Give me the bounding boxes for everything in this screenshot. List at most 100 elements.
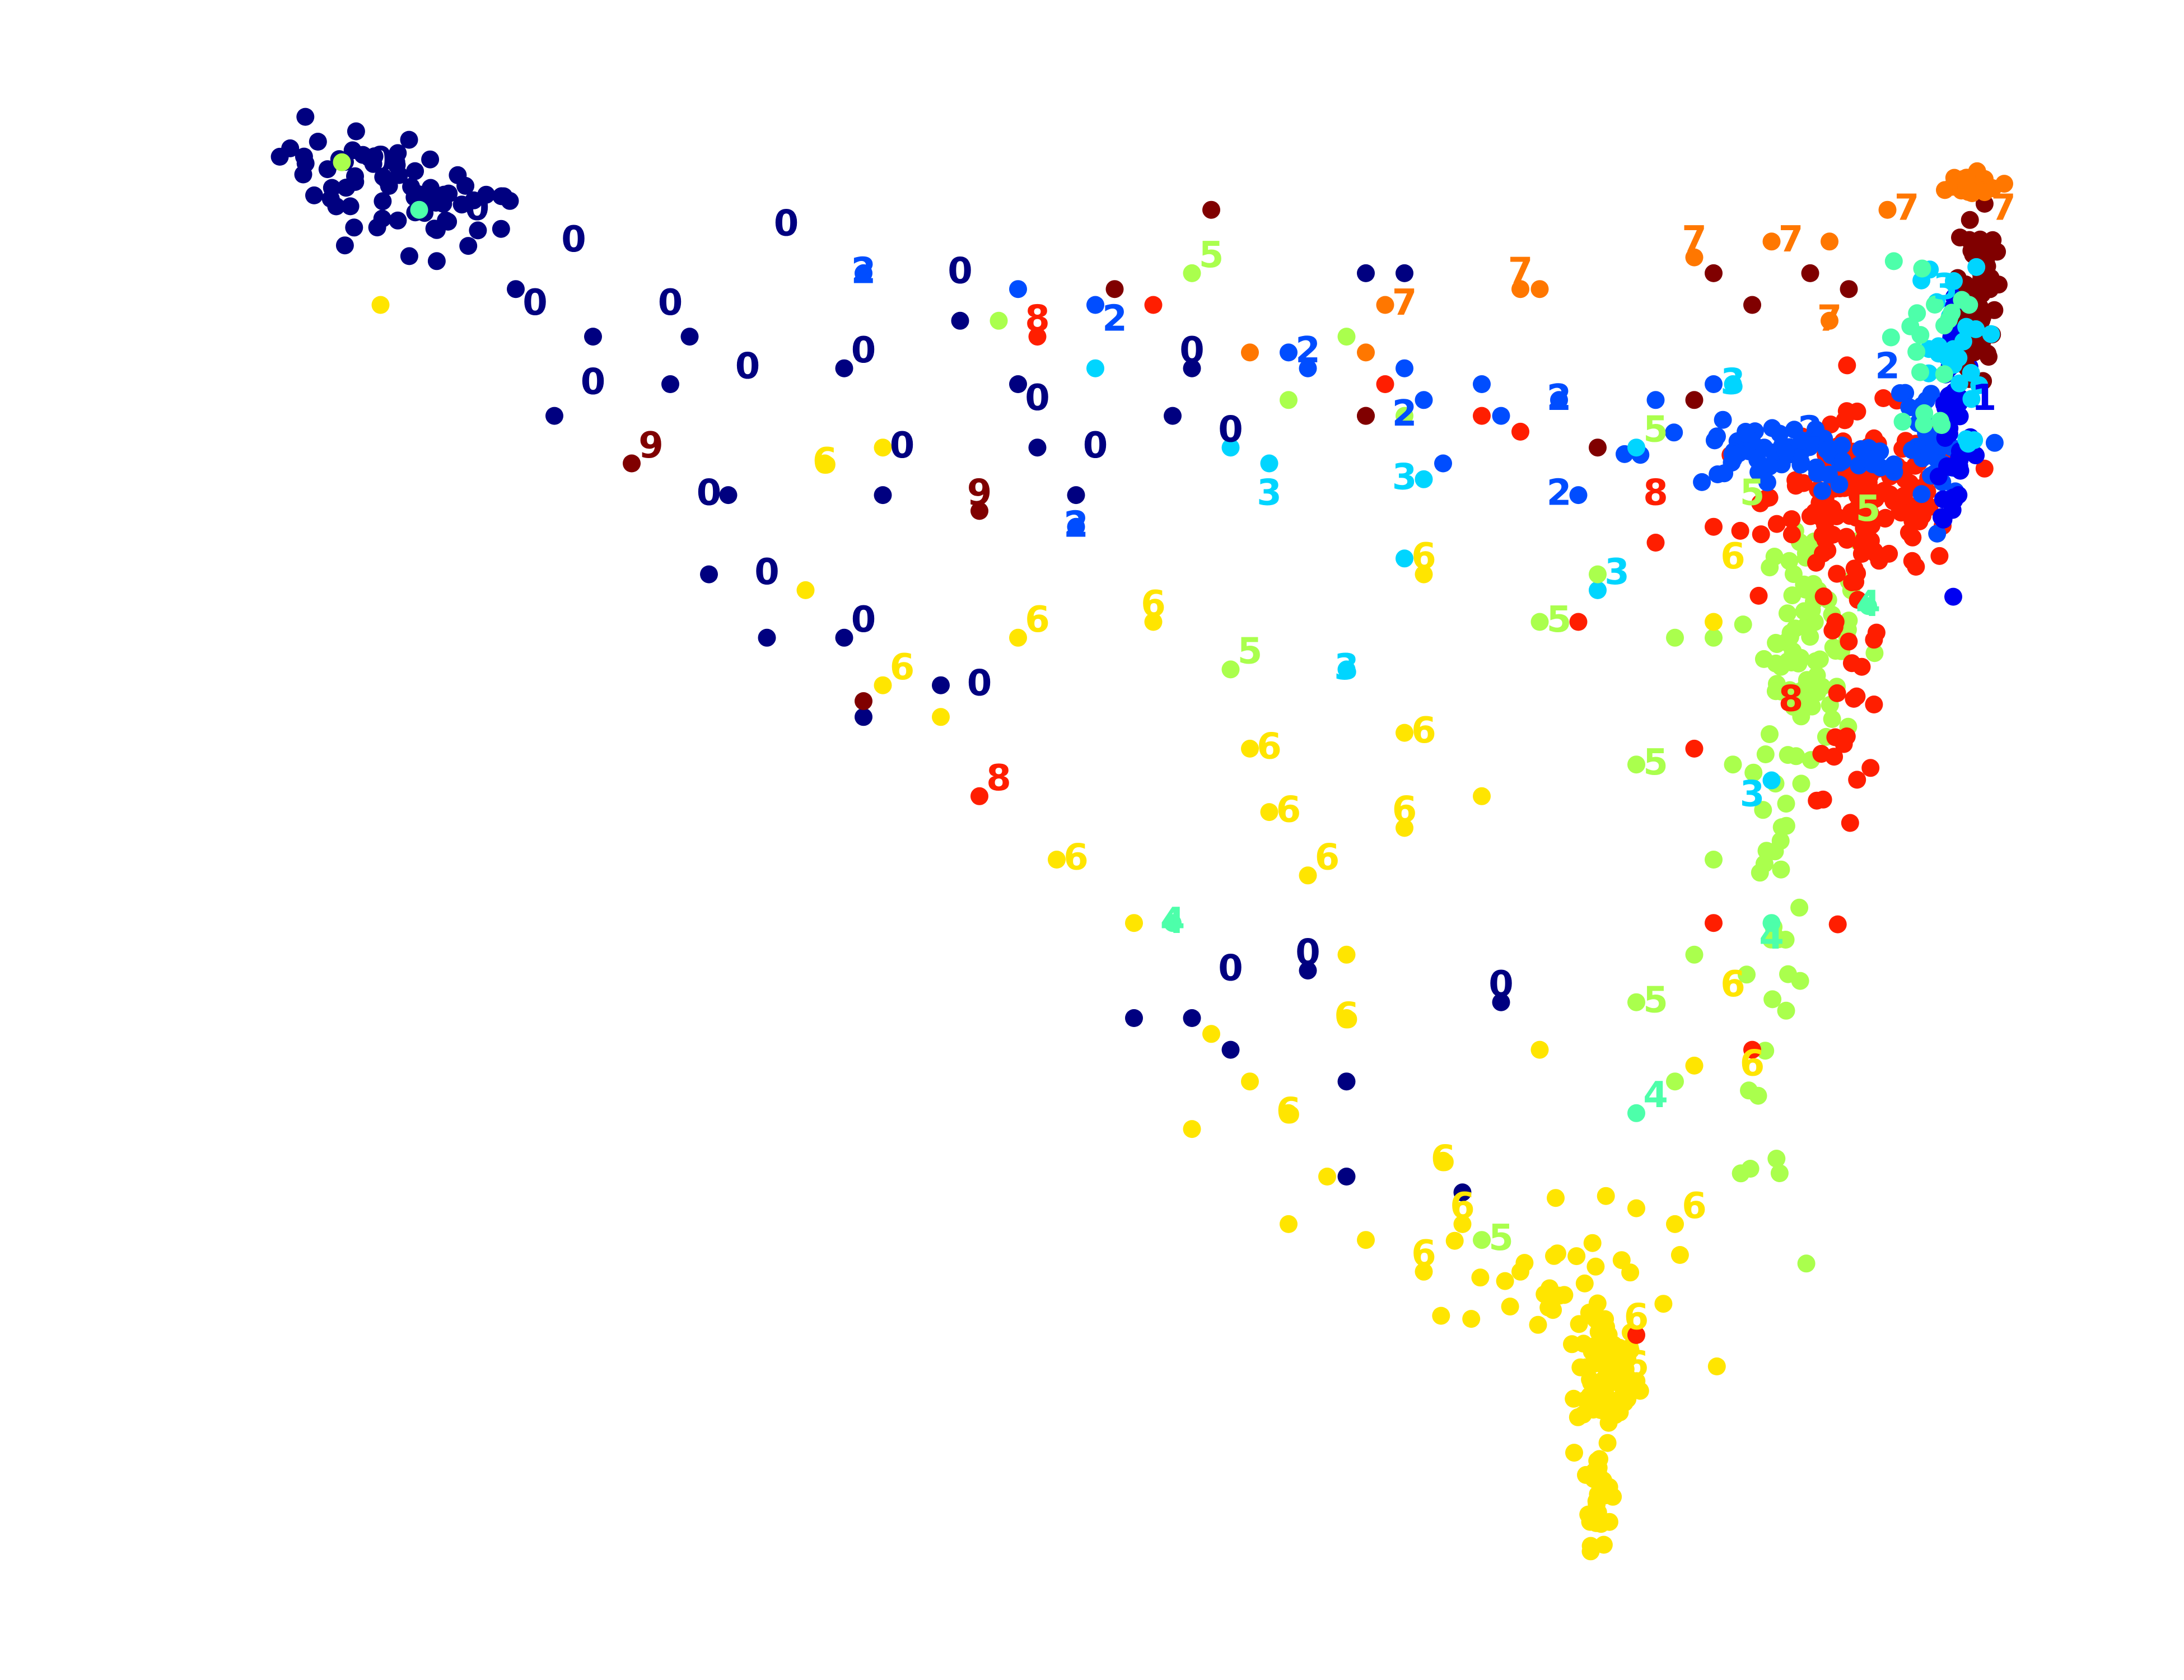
scatter-point bbox=[1567, 1247, 1586, 1266]
scatter-point bbox=[623, 454, 641, 473]
scatter-point bbox=[1530, 280, 1549, 298]
digit-label: 6 bbox=[1720, 536, 1746, 577]
scatter-point bbox=[1337, 660, 1356, 679]
scatter-point bbox=[1654, 1295, 1673, 1313]
scatter-point bbox=[1705, 517, 1723, 536]
scatter-point bbox=[1048, 851, 1066, 869]
scatter-point bbox=[1957, 169, 1976, 187]
scatter-point bbox=[1894, 487, 1913, 505]
digit-label: 7 bbox=[1894, 187, 1920, 228]
points-layer bbox=[270, 108, 2013, 1561]
scatter-point bbox=[1913, 259, 1931, 278]
scatter-point bbox=[1801, 264, 1819, 282]
scatter-point bbox=[1164, 914, 1182, 932]
digit-label: 6 bbox=[1450, 1186, 1475, 1227]
scatter-point bbox=[1762, 771, 1781, 790]
scatter-point bbox=[1731, 521, 1749, 540]
scatter-point bbox=[584, 328, 602, 346]
scatter-point bbox=[1473, 787, 1491, 805]
digit-label: 6 bbox=[1411, 710, 1436, 752]
scatter-point bbox=[1762, 232, 1781, 251]
scatter-point bbox=[1357, 1231, 1375, 1249]
digit-label: 2 bbox=[1063, 504, 1089, 545]
scatter-point bbox=[1990, 276, 2008, 294]
scatter-point bbox=[1570, 1315, 1588, 1333]
scatter-point bbox=[1221, 1040, 1240, 1059]
digit-label: 5 bbox=[1199, 235, 1224, 276]
scatter-point bbox=[1453, 1215, 1472, 1233]
scatter-point bbox=[1434, 454, 1452, 473]
digit-label: 6 bbox=[1720, 964, 1746, 1005]
scatter-point bbox=[1761, 725, 1779, 743]
scatter-point bbox=[1915, 415, 1933, 433]
scatter-point bbox=[545, 407, 563, 425]
digit-label: 7 bbox=[1508, 250, 1533, 292]
scatter-point bbox=[1434, 1151, 1452, 1170]
scatter-point bbox=[1221, 438, 1240, 457]
scatter-point bbox=[1432, 1306, 1450, 1325]
scatter-point bbox=[758, 628, 776, 647]
scatter-point bbox=[410, 200, 428, 219]
scatter-point bbox=[374, 168, 393, 186]
scatter-point bbox=[343, 141, 362, 160]
scatter-point bbox=[1260, 454, 1278, 473]
scatter-point bbox=[1260, 803, 1278, 822]
scatter-point bbox=[1751, 864, 1769, 882]
scatter-point bbox=[1627, 993, 1645, 1011]
scatter-point bbox=[1912, 485, 1931, 503]
scatter-point bbox=[1821, 232, 1838, 251]
scatter-point bbox=[1598, 1434, 1617, 1452]
scatter-point bbox=[1920, 445, 1939, 463]
digit-label: 7 bbox=[1682, 219, 1707, 260]
digit-label: 3 bbox=[1720, 362, 1746, 403]
scatter-point bbox=[1825, 748, 1844, 766]
digit-label: 6 bbox=[1624, 1344, 1649, 1385]
digit-label: 3 bbox=[1740, 773, 1765, 815]
scatter-point bbox=[1762, 914, 1781, 932]
digit-label: 0 bbox=[658, 282, 683, 324]
digit-label: 0 bbox=[1083, 425, 1108, 466]
scatter-point bbox=[1838, 356, 1856, 375]
scatter-point bbox=[1086, 359, 1104, 377]
scatter-point bbox=[1604, 1487, 1622, 1506]
scatter-point bbox=[1280, 1215, 1298, 1233]
scatter-point bbox=[680, 328, 699, 346]
scatter-point bbox=[1600, 1513, 1618, 1531]
digit-label: 6 bbox=[1682, 1186, 1707, 1227]
scatter-point bbox=[1852, 657, 1871, 676]
scatter-point bbox=[1874, 389, 1893, 407]
scatter-point bbox=[1772, 818, 1791, 837]
scatter-point bbox=[1530, 1040, 1549, 1059]
scatter-point bbox=[1646, 534, 1665, 552]
scatter-point bbox=[1971, 230, 1989, 249]
scatter-point bbox=[409, 185, 427, 203]
scatter-point bbox=[1884, 455, 1903, 474]
scatter-point bbox=[425, 220, 444, 238]
scatter-point bbox=[1028, 328, 1047, 346]
scatter-point bbox=[1743, 296, 1761, 314]
digit-label: 6 bbox=[813, 441, 838, 482]
scatter-point bbox=[1714, 410, 1732, 429]
scatter-point bbox=[1597, 1187, 1615, 1205]
scatter-point bbox=[1813, 482, 1832, 500]
scatter-point bbox=[1900, 398, 1919, 417]
scatter-point bbox=[1772, 860, 1790, 879]
scatter-point bbox=[1705, 613, 1723, 631]
digit-label: 0 bbox=[368, 139, 393, 181]
digit-label: 5 bbox=[1740, 473, 1765, 514]
scatter-point bbox=[1770, 1164, 1789, 1182]
scatter-point bbox=[1565, 1444, 1583, 1462]
scatter-point bbox=[1949, 486, 1968, 504]
digit-label: 6 bbox=[1063, 837, 1089, 879]
digit-label: 2 bbox=[1547, 473, 1572, 514]
scatter-point bbox=[294, 165, 312, 184]
scatter-point bbox=[1752, 525, 1770, 544]
digit-label: 5 bbox=[1643, 742, 1668, 783]
scatter-point bbox=[855, 708, 872, 726]
scatter-point bbox=[1738, 965, 1756, 984]
scatter-point bbox=[456, 176, 475, 195]
digit-label: 8 bbox=[1643, 473, 1668, 514]
scatter-point bbox=[970, 502, 988, 520]
scatter-point bbox=[1995, 175, 2013, 193]
scatter-point bbox=[1833, 452, 1852, 470]
